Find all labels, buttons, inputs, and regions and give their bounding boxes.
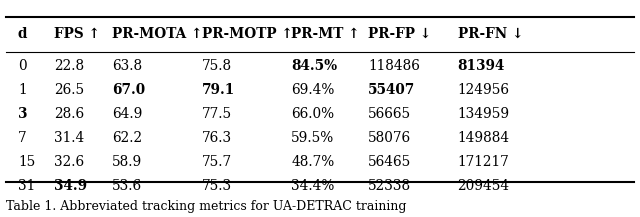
Text: 26.5: 26.5 bbox=[54, 83, 84, 97]
Text: 31.4: 31.4 bbox=[54, 131, 84, 145]
Text: 67.0: 67.0 bbox=[112, 83, 145, 97]
Text: 3: 3 bbox=[18, 107, 28, 121]
Text: 124956: 124956 bbox=[458, 83, 509, 97]
Text: 66.0%: 66.0% bbox=[291, 107, 334, 121]
Text: PR-FP ↓: PR-FP ↓ bbox=[368, 27, 431, 41]
Text: 76.3: 76.3 bbox=[202, 131, 232, 145]
Text: 52338: 52338 bbox=[368, 179, 411, 192]
Text: 0: 0 bbox=[18, 59, 26, 73]
Text: 63.8: 63.8 bbox=[112, 59, 142, 73]
Text: PR-MOTA ↑: PR-MOTA ↑ bbox=[112, 27, 202, 41]
Text: 209454: 209454 bbox=[458, 179, 509, 192]
Text: 53.6: 53.6 bbox=[112, 179, 142, 192]
Text: PR-MT ↑: PR-MT ↑ bbox=[291, 27, 360, 41]
Text: 75.7: 75.7 bbox=[202, 155, 232, 169]
Text: PR-MOTP ↑: PR-MOTP ↑ bbox=[202, 27, 292, 41]
Text: 55407: 55407 bbox=[368, 83, 415, 97]
Text: 171217: 171217 bbox=[458, 155, 509, 169]
Text: 134959: 134959 bbox=[458, 107, 509, 121]
Text: Table 1. Abbreviated tracking metrics for UA-DETRAC training: Table 1. Abbreviated tracking metrics fo… bbox=[6, 200, 407, 213]
Text: 56465: 56465 bbox=[368, 155, 412, 169]
Text: 58076: 58076 bbox=[368, 131, 411, 145]
Text: 59.5%: 59.5% bbox=[291, 131, 335, 145]
Text: 77.5: 77.5 bbox=[202, 107, 232, 121]
Text: 81394: 81394 bbox=[458, 59, 505, 73]
Text: 56665: 56665 bbox=[368, 107, 411, 121]
Text: 79.1: 79.1 bbox=[202, 83, 235, 97]
Text: 69.4%: 69.4% bbox=[291, 83, 335, 97]
Text: 28.6: 28.6 bbox=[54, 107, 84, 121]
Text: 149884: 149884 bbox=[458, 131, 509, 145]
Text: 75.3: 75.3 bbox=[202, 179, 232, 192]
Text: 48.7%: 48.7% bbox=[291, 155, 335, 169]
Text: 7: 7 bbox=[18, 131, 26, 145]
Text: d: d bbox=[18, 27, 28, 41]
Text: PR-FN ↓: PR-FN ↓ bbox=[458, 27, 523, 41]
Text: 1: 1 bbox=[18, 83, 26, 97]
Text: 58.9: 58.9 bbox=[112, 155, 142, 169]
Text: 62.2: 62.2 bbox=[112, 131, 142, 145]
Text: 22.8: 22.8 bbox=[54, 59, 84, 73]
Text: 118486: 118486 bbox=[368, 59, 420, 73]
Text: FPS ↑: FPS ↑ bbox=[54, 27, 100, 41]
Text: 34.4%: 34.4% bbox=[291, 179, 335, 192]
Text: 31: 31 bbox=[18, 179, 35, 192]
Text: 84.5%: 84.5% bbox=[291, 59, 337, 73]
Text: 32.6: 32.6 bbox=[54, 155, 84, 169]
Text: 64.9: 64.9 bbox=[112, 107, 142, 121]
Text: 15: 15 bbox=[18, 155, 35, 169]
Text: 75.8: 75.8 bbox=[202, 59, 232, 73]
Text: 34.9: 34.9 bbox=[54, 179, 88, 192]
